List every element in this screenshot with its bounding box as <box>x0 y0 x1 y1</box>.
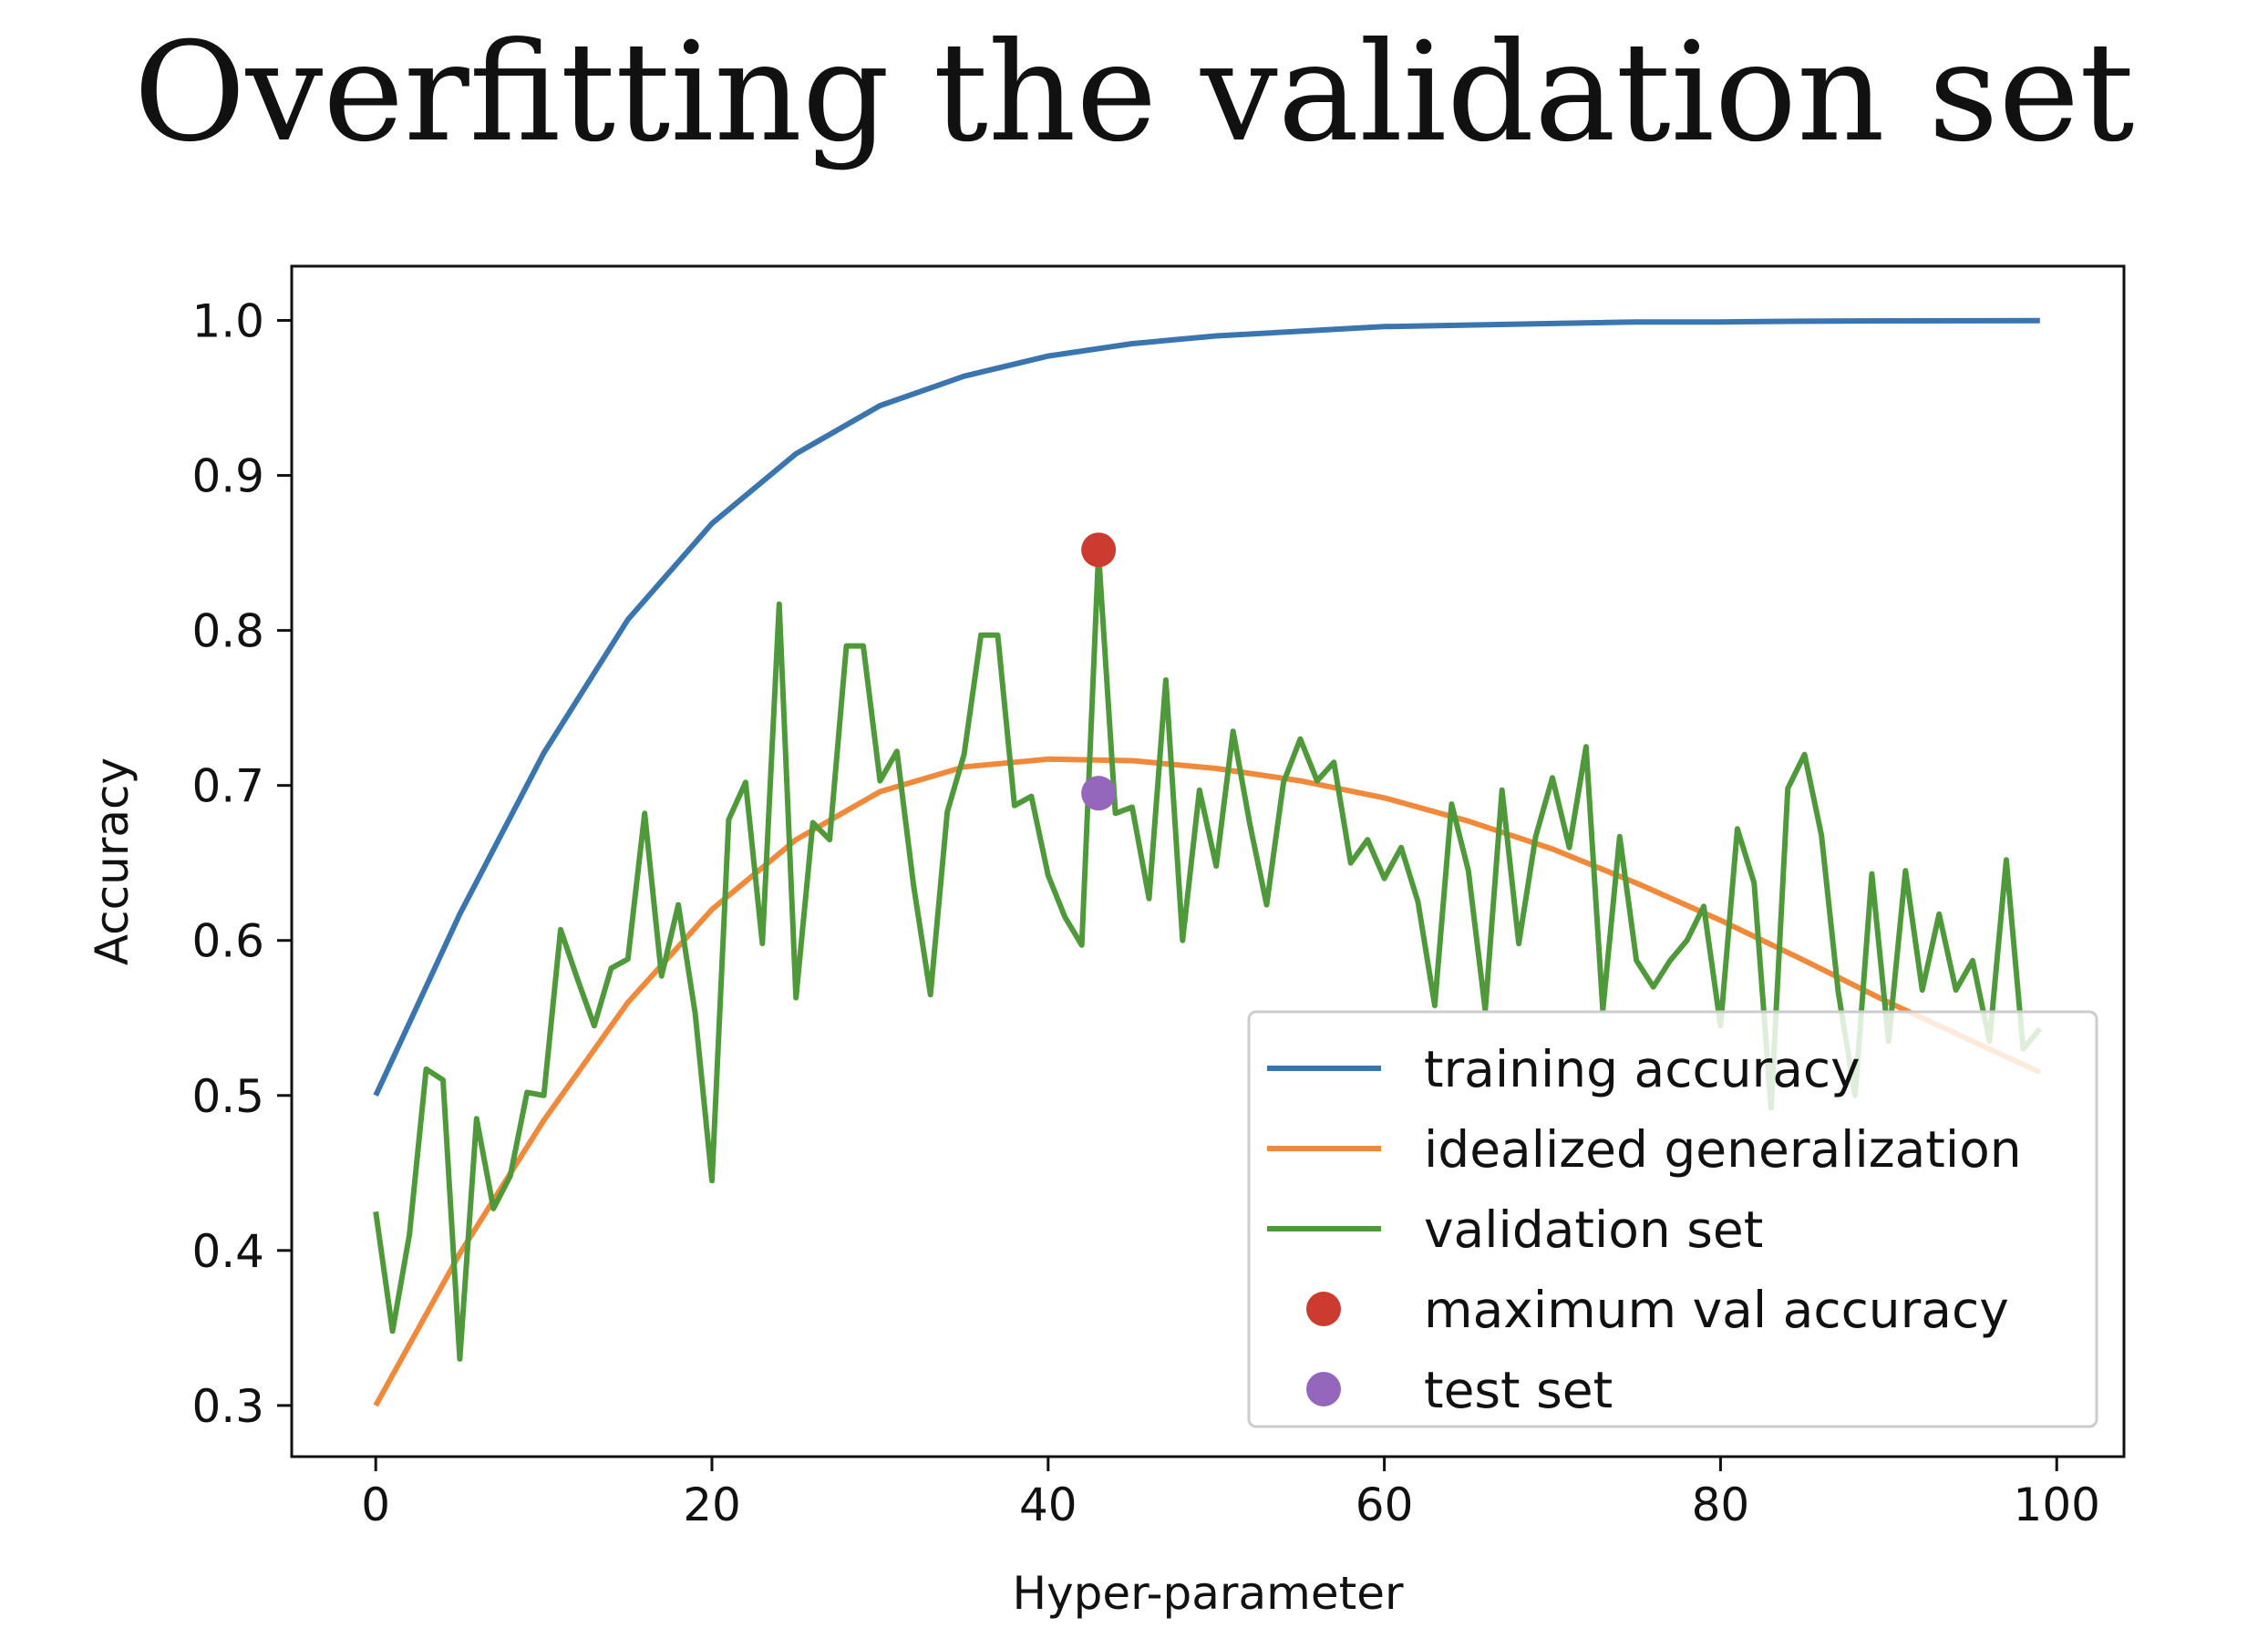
series-lines <box>373 317 2043 1407</box>
plot-frame <box>290 264 2126 1458</box>
idealized-generalization-line <box>373 756 2042 1407</box>
legend-label-maximum-val-accuracy: maximum val accuracy <box>1424 1281 2009 1339</box>
slide-title: Overfitting the validation set <box>133 14 2135 172</box>
y-tick-label: 0.6 <box>191 915 264 968</box>
y-tick-label: 0.8 <box>191 605 264 658</box>
legend-label-training-accuracy: training accuracy <box>1424 1040 1861 1098</box>
x-axis-label: Hyper-parameter <box>1012 1567 1403 1620</box>
legend-box <box>1247 1010 2098 1428</box>
y-axis-label: Accuracy <box>86 757 139 965</box>
training-accuracy-line <box>373 317 2040 1097</box>
validation-set-line <box>373 550 2043 1362</box>
legend-swatch-maximum-val-accuracy <box>1306 1292 1341 1326</box>
series-points <box>1081 532 1117 811</box>
legend-label-idealized-generalization: idealized generalization <box>1424 1120 2022 1179</box>
x-tick-label: 60 <box>1356 1479 1414 1531</box>
legend-swatch-test-set <box>1306 1372 1341 1406</box>
test-set-point <box>1081 776 1117 811</box>
legend-label-validation-set: validation set <box>1424 1200 1763 1259</box>
y-tick-label: 0.4 <box>191 1225 264 1278</box>
x-tick-label: 40 <box>1019 1479 1077 1531</box>
maximum-val-accuracy-point <box>1081 532 1117 568</box>
y-tick-label: 0.9 <box>191 450 264 503</box>
y-tick-label: 0.7 <box>191 760 264 813</box>
x-tick-label: 100 <box>2014 1479 2100 1531</box>
legend: training accuracy idealized generalizatio… <box>1247 1010 2098 1428</box>
x-tick-label: 80 <box>1692 1479 1750 1531</box>
x-tick-label: 20 <box>683 1479 741 1531</box>
y-tick-label: 1.0 <box>191 295 264 348</box>
legend-label-test-set: test set <box>1424 1361 1613 1419</box>
y-tick-label: 0.5 <box>191 1070 264 1123</box>
y-tick-label: 0.3 <box>191 1380 264 1433</box>
axis-ticks: 0 20 40 60 80 100 0.3 0.4 0.5 0.6 0.7 0.8 0.9 1.0 <box>191 295 2099 1531</box>
x-tick-label: 0 <box>361 1479 390 1531</box>
